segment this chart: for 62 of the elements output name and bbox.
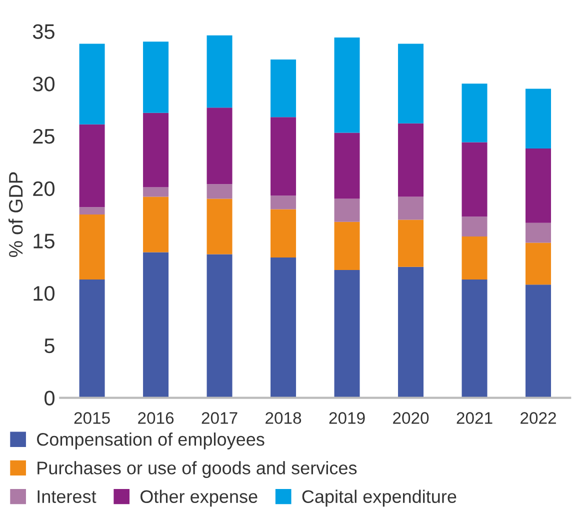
bar [79, 44, 105, 124]
x-tick-label: 2015 [74, 412, 110, 424]
x-tick-label: 2021 [456, 412, 492, 424]
bar [206, 35, 232, 108]
bar [462, 279, 488, 398]
y-tick-label: 0 [44, 390, 54, 406]
bar [462, 142, 488, 217]
bar [526, 222, 552, 243]
legend-label: Purchases or use of goods and services [38, 461, 357, 478]
bar [143, 252, 169, 398]
bar [206, 198, 232, 254]
bar [206, 254, 232, 398]
bar [462, 236, 488, 280]
legend-label: Interest [38, 490, 96, 503]
legend-label: Compensation of employees [37, 432, 264, 450]
bar [398, 266, 424, 398]
y-axis-title: % of GDP [8, 172, 23, 258]
bar [398, 123, 424, 197]
legend-label: Other expense [140, 490, 258, 507]
bar [79, 124, 105, 208]
bar [398, 196, 424, 220]
bar [206, 108, 232, 184]
bar [270, 209, 296, 258]
bar [334, 198, 360, 222]
bar [462, 216, 488, 236]
y-tick-label: 25 [33, 128, 54, 144]
bar [526, 148, 552, 223]
bar [526, 284, 552, 398]
bar [143, 42, 169, 113]
bar [270, 257, 296, 398]
x-tick-label: 2017 [202, 412, 238, 424]
y-tick-label: 30 [32, 76, 54, 92]
bar [143, 196, 169, 252]
bar [334, 132, 360, 199]
bar [398, 44, 424, 124]
bar [526, 88, 552, 149]
bar [526, 242, 552, 285]
x-tick-label: 2022 [520, 412, 556, 424]
bar [270, 117, 296, 196]
y-tick-label: 10 [34, 286, 54, 301]
y-tick-label: 5 [44, 338, 54, 354]
legend-label: Capital expenditure [302, 490, 456, 507]
x-tick-label: 2020 [393, 412, 429, 424]
y-tick-label: 15 [34, 234, 54, 248]
x-tick-label: 2019 [329, 412, 365, 424]
bar [334, 37, 360, 133]
bar [462, 84, 488, 142]
bar [398, 220, 424, 267]
bar [334, 270, 360, 398]
bar [270, 196, 296, 210]
bar [206, 184, 232, 199]
bar [143, 112, 169, 188]
bar [334, 222, 360, 270]
bar [79, 214, 105, 280]
bar [79, 279, 105, 398]
x-tick-label: 2016 [138, 412, 174, 424]
bar [79, 207, 105, 214]
bar [270, 59, 296, 118]
bar [143, 187, 169, 197]
y-tick-label: 35 [32, 24, 54, 39]
y-tick-label: 20 [33, 181, 54, 196]
x-tick-label: 2018 [266, 412, 302, 424]
